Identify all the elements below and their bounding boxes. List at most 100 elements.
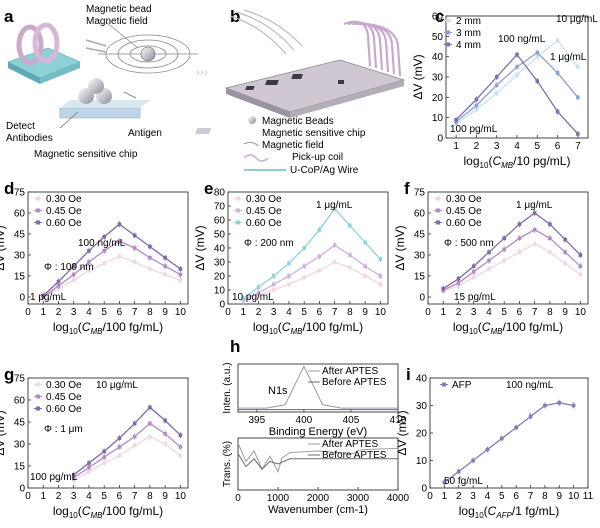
spectrum-line-1 [238,365,398,409]
annotation: Φ : 1 μm [44,424,83,435]
series-line-1 [443,243,581,293]
series-line-1 [42,255,181,298]
x-tick-label: 9 [556,491,562,502]
data-point [148,267,152,271]
data-point [555,71,560,75]
x-tick-label: 0 [235,493,241,504]
data-point [471,264,476,268]
data-point [555,109,560,114]
series-line-2 [73,422,181,479]
data-point [87,249,91,253]
y-tick-label: 75 [14,374,26,385]
y-tick-label: 70 [214,202,226,213]
legend-label: 0.45 Oe [46,392,82,403]
data-point [317,268,322,273]
data-point [178,267,183,271]
data-point [287,261,291,266]
data-point [557,400,562,405]
legend-label: 0.30 Oe [246,194,282,205]
x-tick-label: 6 [513,491,519,502]
y-tick-label: 20 [432,93,444,104]
data-point [578,253,583,257]
data-point [178,278,183,282]
series-line-1 [73,435,181,482]
data-point [132,443,137,448]
data-point [563,237,567,242]
data-point [563,250,567,254]
x-tick-label: 4 [286,307,292,318]
chart-h-xps: 395 400 405 410 Binding Energy (eV) Inten. (a… [222,362,407,438]
x-tick-label: 5 [499,491,505,502]
y-tick-label: 40 [432,52,444,63]
annotation: 1 μg/mL [516,200,553,211]
panel-label-f: f [404,179,410,198]
data-point [517,222,522,226]
data-point [87,268,91,273]
x-tick-label: 8 [347,307,353,318]
y-tick-label: 45 [414,230,426,241]
y-tick-label: 45 [14,418,26,429]
legend-b-4: U-CoP/Ag Wire [290,165,359,176]
data-point [71,272,76,277]
data-point [271,274,276,278]
data-point [517,250,522,254]
data-point [87,470,91,474]
y-tick-label: 20 [214,272,226,283]
x-tick-label: 4 [514,141,520,152]
spectrum-line-2 [237,453,398,470]
data-point [271,282,276,287]
x-tick-label: 0 [425,307,431,318]
x-tick-label: 7 [528,491,534,502]
x-tick-label: 9 [162,307,168,318]
data-point [548,236,552,240]
data-point [302,246,306,250]
data-point [474,107,479,112]
y-tick-label: 10 [416,456,428,467]
x-tick-label: 6 [117,491,123,502]
annotation: 10 pg/mL [232,292,274,303]
x-tick-label: 6 [555,141,561,152]
data-point [302,275,306,280]
spectrum-line-1 [237,442,399,474]
x-tick-label: 1 [453,141,459,152]
data-point [576,132,580,136]
data-point [363,274,367,278]
x-tick-label: 400 [296,415,313,426]
panel-label-g: g [4,365,14,384]
annotation: 10 μg/mL [556,14,598,25]
data-point [71,264,76,268]
chart-h-ftir: 0 1000 2000 3000 4000 Wavenumber (cm-1) Trans.… [222,437,410,516]
x-tick-label: 1 [40,491,46,502]
data-point [148,421,152,426]
legend-bead-icon [248,116,256,124]
x-tick-label: 2 [256,307,262,318]
y-tick-label: 30 [414,251,426,262]
annotation: N1s [268,385,288,397]
data-point [87,465,91,470]
x-tick-label: 1 [440,307,446,318]
label-chip: Magnetic sensitive chip [34,149,138,160]
series-line-3 [42,223,181,297]
data-point [502,236,506,240]
data-point [178,272,183,277]
y-tick-label: 0 [219,300,225,311]
data-point [576,65,580,69]
data-point [271,288,276,292]
y-tick-label: 0 [19,293,25,304]
y-tick-label: 30 [432,73,444,84]
x-tick-label: 9 [362,307,368,318]
data-point [471,275,476,280]
data-point [363,240,367,245]
data-point [515,73,519,77]
plot-frame [427,191,589,305]
x-axis-label: Binding Energy (eV) [269,426,367,438]
data-point [494,83,499,87]
wire-lines [229,9,303,55]
schematic-b: b Magnetic Beads Magnetic sensitive chip [195,7,406,176]
data-point [163,272,167,277]
data-point [102,261,106,266]
y-tick-label: 60 [214,216,226,227]
legend-b-2: Magnetic field [262,140,324,151]
series-line-1 [243,261,381,302]
